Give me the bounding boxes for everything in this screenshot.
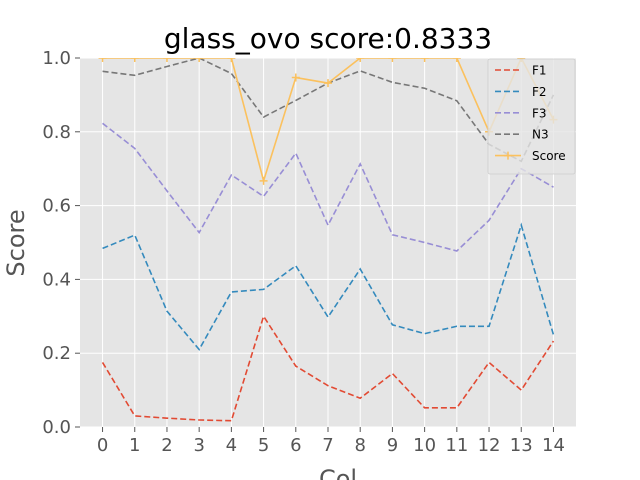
chart-title: glass_ovo score:0.8333 (164, 22, 492, 55)
y-tick-label: 0.0 (42, 417, 71, 438)
data-point-score (324, 79, 332, 88)
x-tick-label: 0 (97, 435, 108, 456)
data-point-score (291, 73, 300, 82)
legend-label-f2: F2 (532, 85, 547, 99)
legend-marker-score (504, 151, 512, 160)
y-tick-label: 1.0 (42, 48, 71, 69)
grid (80, 57, 576, 428)
data-point-score (195, 58, 204, 62)
data-point-score (356, 58, 365, 62)
x-tick-label: 14 (542, 435, 565, 456)
legend-label-f3: F3 (532, 106, 547, 120)
x-tick-label: 10 (413, 435, 436, 456)
series-line-f3 (102, 122, 554, 252)
x-tick-label: 13 (510, 435, 533, 456)
y-tick-label: 0.8 (42, 122, 71, 143)
x-tick-label: 11 (445, 435, 468, 456)
legend-label-score: Score (532, 149, 566, 163)
y-tick-label: 0.4 (42, 269, 71, 290)
x-tick-label: 1 (129, 435, 140, 456)
x-axis-label: Col (319, 465, 357, 480)
x-axis: 0 1 2 3 4 5 6 7 8 9 10 11 12 13 14 (97, 427, 565, 456)
data-point-score (420, 58, 429, 62)
data-point-score (227, 58, 236, 62)
data-point-score (130, 58, 139, 62)
series-line-f1 (101, 314, 555, 422)
x-tick-label: 2 (161, 435, 172, 456)
y-tick-label: 0.2 (42, 343, 71, 364)
y-tick-label: 0.6 (42, 196, 71, 217)
x-tick-label: 7 (322, 435, 333, 456)
legend-box (487, 58, 576, 175)
data-point-score (388, 58, 397, 62)
legend: F1 F2 F3 N3 Score (487, 58, 576, 175)
x-tick-label: 4 (226, 435, 237, 456)
x-tick-label: 8 (354, 435, 365, 456)
data-point-score (259, 176, 268, 185)
x-tick-label: 5 (258, 435, 269, 456)
data-point-score (452, 58, 461, 62)
data-point-score (162, 58, 171, 62)
series-line-f2 (102, 222, 555, 351)
data-point-score (98, 58, 107, 62)
y-axis-label: Score (2, 209, 30, 276)
x-tick-label: 3 (193, 435, 204, 456)
x-tick-label: 9 (387, 435, 398, 456)
legend-label-n3: N3 (532, 128, 549, 142)
legend-label-f1: F1 (532, 64, 547, 78)
x-tick-label: 6 (290, 435, 301, 456)
y-axis: 0.0 0.2 0.4 0.6 0.8 1.0 (42, 48, 80, 438)
x-tick-label: 12 (478, 435, 501, 456)
